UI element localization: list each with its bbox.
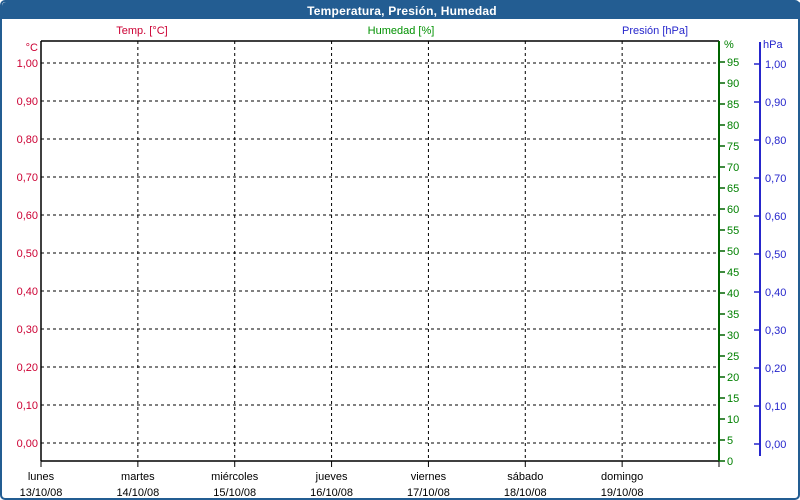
pressure-tick-label: 0,20 (765, 363, 786, 375)
humidity-tick-label: 70 (727, 162, 739, 174)
legend-pressure: Presión [hPa] (621, 25, 689, 37)
humidity-tick-label: 15 (727, 393, 739, 405)
humidity-tick-label: 20 (727, 372, 739, 384)
temp-tick-label: 1,00 (17, 58, 38, 70)
humidity-tick-label: 90 (727, 78, 739, 90)
date-label: 19/10/08 (601, 487, 644, 499)
humidity-tick-label: 80 (727, 120, 739, 132)
pressure-unit-label: hPa (763, 39, 783, 51)
pressure-tick-label: 0,90 (765, 97, 786, 109)
pressure-tick-label: 0,10 (765, 401, 786, 413)
date-label: 17/10/08 (407, 487, 450, 499)
humidity-tick-label: 25 (727, 351, 739, 363)
pressure-tick-label: 0,80 (765, 135, 786, 147)
day-label: martes (121, 471, 155, 483)
pressure-tick-label: 0,00 (765, 439, 786, 451)
temp-unit-label: °C (26, 42, 38, 54)
date-label: 16/10/08 (310, 487, 353, 499)
pressure-tick-label: 1,00 (765, 59, 786, 71)
pressure-tick-label: 0,40 (765, 287, 786, 299)
humidity-unit-label: % (724, 39, 734, 51)
day-label: lunes (28, 471, 55, 483)
humidity-tick-label: 45 (727, 267, 739, 279)
legend-temp: Temp. [°C] (116, 25, 168, 37)
humidity-tick-label: 55 (727, 225, 739, 237)
day-label: jueves (315, 471, 348, 483)
pressure-tick-label: 0,70 (765, 173, 786, 185)
temp-tick-label: 0,60 (17, 210, 38, 222)
date-label: 13/10/08 (20, 487, 63, 499)
temp-tick-label: 0,50 (17, 248, 38, 260)
day-label: miércoles (211, 471, 259, 483)
humidity-tick-label: 85 (727, 99, 739, 111)
humidity-tick-label: 0 (727, 456, 733, 468)
pressure-tick-label: 0,30 (765, 325, 786, 337)
temp-tick-label: 0,70 (17, 172, 38, 184)
date-label: 14/10/08 (116, 487, 159, 499)
legend-humidity: Humedad [%] (367, 25, 435, 37)
humidity-tick-label: 50 (727, 246, 739, 258)
humidity-tick-label: 35 (727, 309, 739, 321)
date-label: 18/10/08 (504, 487, 547, 499)
humidity-tick-label: 40 (727, 288, 739, 300)
humidity-tick-label: 65 (727, 183, 739, 195)
humidity-tick-label: 75 (727, 141, 739, 153)
temp-tick-label: 0,80 (17, 134, 38, 146)
humidity-tick-label: 60 (727, 204, 739, 216)
temp-tick-label: 0,20 (17, 362, 38, 374)
date-label: 15/10/08 (213, 487, 256, 499)
humidity-tick-label: 95 (727, 57, 739, 69)
temp-tick-label: 0,30 (17, 324, 38, 336)
humidity-tick-label: 10 (727, 414, 739, 426)
pressure-tick-label: 0,60 (765, 211, 786, 223)
humidity-tick-label: 30 (727, 330, 739, 342)
temp-tick-label: 0,10 (17, 400, 38, 412)
temp-tick-label: 0,40 (17, 286, 38, 298)
day-label: viernes (411, 471, 447, 483)
humidity-tick-label: 5 (727, 435, 733, 447)
pressure-tick-label: 0,50 (765, 249, 786, 261)
temp-tick-label: 0,90 (17, 96, 38, 108)
day-label: domingo (601, 471, 643, 483)
day-label: sábado (507, 471, 543, 483)
title-bar: Temperatura, Presión, Humedad (2, 2, 800, 19)
temp-tick-label: 0,00 (17, 438, 38, 450)
chart-title: Temperatura, Presión, Humedad (307, 3, 497, 18)
